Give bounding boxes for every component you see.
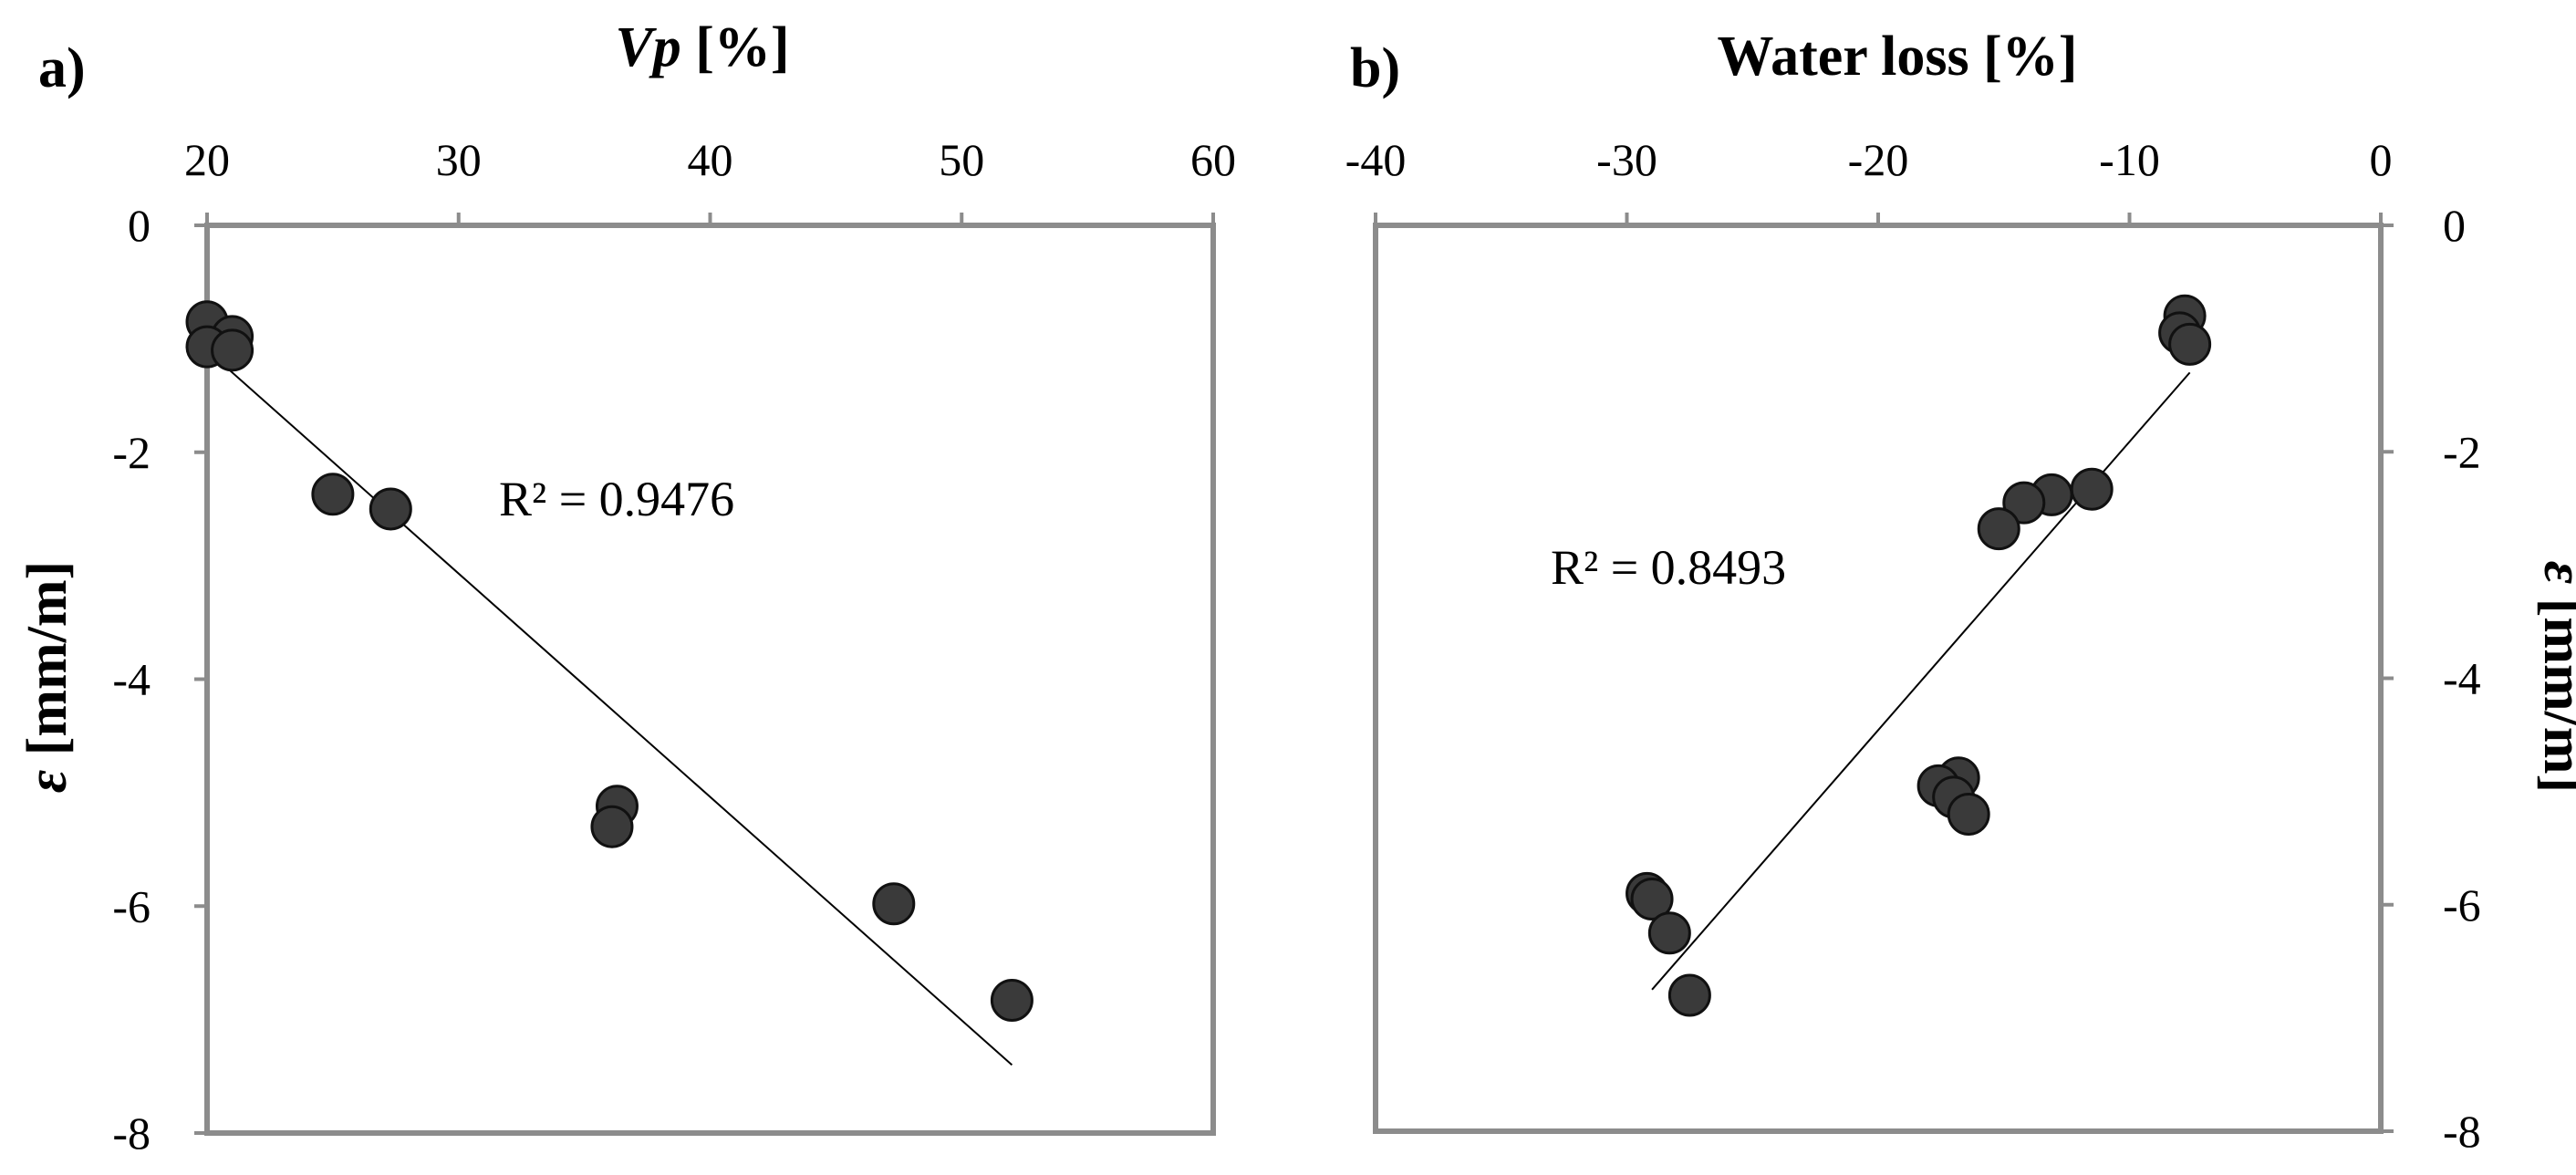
panel-a-x-tick-label: 30	[436, 134, 482, 185]
panel-a-x-axis-title: Vp [%]	[615, 16, 789, 78]
panel-b-plot-frame	[1373, 223, 2384, 1134]
panel-a-data-point	[311, 473, 355, 516]
panel-b-y-axis-title-rest: [mm/m]	[2532, 584, 2576, 793]
panel-b-data-point	[1667, 973, 1711, 1017]
panel-b-x-axis-title: Water loss [%]	[1718, 26, 2078, 88]
panel-b-data-point	[1630, 878, 1674, 921]
panel-a-y-tick-label: -4	[112, 654, 151, 705]
panel-b-y-tick-label: -6	[2443, 879, 2481, 931]
panel-a-r-squared: R² = 0.9476	[499, 472, 734, 526]
panel-a-y-axis-title-italic: ε	[16, 770, 78, 793]
panel-b-data-point	[2002, 481, 2046, 525]
panel-b-y-tick-labels: 0 -2 -4 -6 -8	[2443, 200, 2481, 1157]
panel-b-tick-marks	[1374, 213, 2394, 1133]
panel-b-x-tick-label: -30	[1596, 134, 1657, 185]
panel-b-data-point	[2168, 322, 2212, 366]
panel-a-y-tick-labels: 0 -2 -4 -6 -8	[112, 200, 151, 1159]
panel-a-tick-marks	[194, 213, 1215, 1135]
panel-a-y-tick-label: -8	[112, 1107, 151, 1159]
panel-a-x-tick-label: 50	[939, 134, 984, 185]
panel-b-x-tick-label: 0	[2370, 134, 2393, 185]
panel-a-y-tick-label: 0	[128, 200, 151, 251]
panel-b-chart: b) Water loss [%] ε [mm/m] -40-30-20-100…	[1345, 26, 2576, 1157]
panel-b-x-tick-labels: -40 -30 -20 -10 0	[1345, 134, 2393, 185]
panel-a-data-points	[185, 300, 1034, 1022]
panel-b-y-tick-label: -4	[2443, 653, 2481, 704]
panel-b-data-points	[1626, 294, 2212, 1017]
panel-b-label: b)	[1350, 37, 1400, 99]
panel-b-y-tick-label: 0	[2443, 200, 2466, 251]
panel-b-data-point	[1647, 911, 1691, 955]
panel-a-label: a)	[38, 37, 86, 99]
panel-a-data-point	[590, 805, 634, 848]
panel-a-data-point	[872, 882, 916, 926]
panel-b-y-axis-title-italic: ε	[2532, 561, 2576, 584]
panel-a-data-point	[990, 978, 1034, 1022]
panel-b-y-tick-label: -2	[2443, 426, 2481, 477]
panel-a-x-tick-label: 40	[688, 134, 733, 185]
panel-b-y-axis-title: ε [mm/m]	[2532, 561, 2576, 793]
panel-b-data-point	[2070, 467, 2114, 511]
panel-a-data-point	[369, 487, 412, 531]
panel-b-trendline	[1651, 371, 2191, 991]
panel-b-y-tick-label: -8	[2443, 1106, 2481, 1157]
panel-a-x-tick-labels: 20 30 40 50 60	[184, 134, 1236, 185]
panel-b-x-tick-label: -20	[1848, 134, 1909, 185]
panel-a-x-tick-label: 60	[1190, 134, 1236, 185]
panel-a-x-axis-title-rest: [%]	[681, 16, 790, 78]
panel-a-data-point	[211, 328, 254, 372]
panel-b-data-point	[1977, 507, 2020, 551]
panel-a-x-tick-label: 20	[184, 134, 230, 185]
panel-a-chart: a) Vp [%] ε [mm/m] 20 30 40 50 60 0-2-4-6-8 …	[16, 16, 1236, 1159]
panel-a-y-tick-label: -2	[112, 427, 151, 478]
panel-a-plot-frame	[204, 223, 1216, 1136]
panel-a-y-axis-title: ε [mm/m]	[16, 561, 78, 793]
panel-a-trendline	[206, 349, 1013, 1066]
panel-b-x-tick-label: -10	[2099, 134, 2160, 185]
panel-a-y-axis-title-rest: [mm/m]	[16, 561, 78, 770]
panel-a-x-axis-title-italic: Vp	[615, 16, 680, 78]
panel-b-x-tick-label: -40	[1345, 134, 1407, 185]
panel-a-y-tick-label: -6	[112, 880, 151, 931]
panel-b-data-point	[1947, 792, 1990, 836]
panel-b-r-squared: R² = 0.8493	[1551, 540, 1786, 595]
